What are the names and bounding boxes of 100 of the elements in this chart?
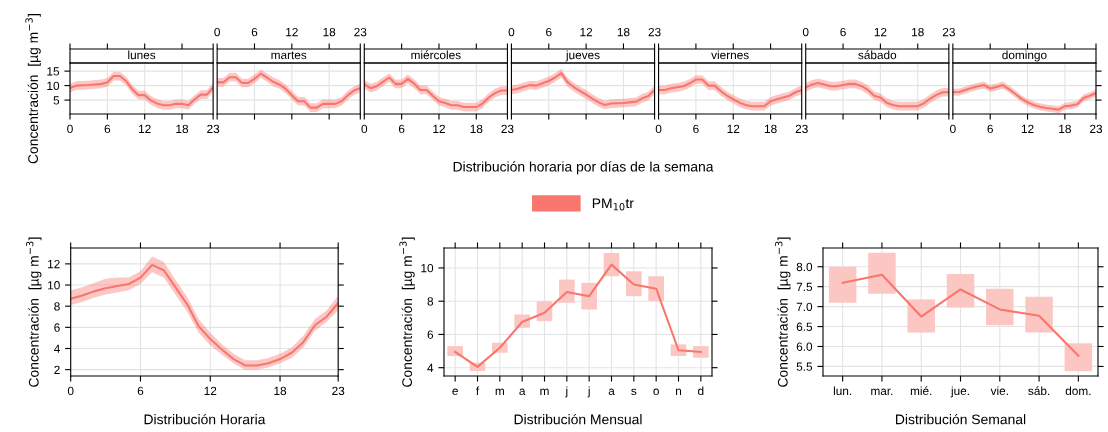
x-tick-label: m — [495, 388, 504, 395]
chart-title: sábado — [858, 50, 897, 60]
y-tick-label: 7.5 — [796, 282, 813, 292]
y-tick-label: 4 — [427, 363, 434, 372]
x-axis-title: Distribución horaria por días de la semana — [453, 161, 714, 175]
x-tick-label: 23 — [207, 124, 220, 134]
chart-title: martes — [271, 51, 307, 60]
x-tick-label: mié. — [910, 386, 932, 396]
y-tick-label: 10 — [47, 81, 60, 90]
y-tick-label: 2 — [54, 365, 60, 374]
x-tick-label: 23 — [332, 386, 345, 396]
y-tick-label: 10 — [421, 263, 434, 273]
bar — [986, 288, 1014, 326]
x2-tick-label: 6 — [546, 27, 552, 37]
x2-tick-label: 23 — [354, 27, 367, 37]
y-tick-label: 8.0 — [796, 262, 813, 272]
bar — [1025, 296, 1053, 333]
x-tick-label: f — [476, 386, 480, 395]
y-tick-label: 4 — [53, 344, 60, 353]
x-tick-label: 0 — [361, 124, 368, 134]
x-tick-label: 23 — [795, 124, 808, 134]
x-tick-label: e — [452, 388, 458, 396]
x-tick-label: 6 — [137, 386, 144, 396]
y-tick-label: 6 — [54, 323, 60, 332]
x-tick-label: 12 — [1021, 124, 1034, 133]
legend-label: PM$_{10}$tr — [592, 198, 634, 211]
y-tick-label: 15 — [47, 67, 60, 76]
x-axis-title: Distribución Mensual — [514, 413, 642, 425]
bar — [828, 266, 857, 303]
bar — [1064, 343, 1093, 372]
x-tick-label: 23 — [1090, 124, 1103, 134]
x-tick-label: d — [698, 386, 704, 396]
chart-title: lunes — [128, 50, 156, 60]
x-tick-label: o — [653, 388, 659, 396]
x-tick-label: vie. — [990, 386, 1008, 396]
x2-tick-label: 23 — [942, 27, 955, 37]
y-tick-label: 7.0 — [796, 302, 813, 312]
bar — [907, 299, 935, 333]
bar — [693, 346, 709, 358]
x-tick-label: dom. — [1065, 386, 1091, 396]
x2-tick-label: 12 — [874, 27, 887, 37]
x2-tick-label: 12 — [580, 27, 593, 37]
x-tick-label: j — [565, 386, 568, 398]
x2-tick-label: 18 — [617, 27, 630, 37]
y-tick-label: 6.5 — [796, 322, 813, 331]
x-tick-label: 18 — [274, 386, 287, 396]
y-axis-title: Concentración [µg m$^{−3}$] — [25, 14, 41, 164]
bar — [447, 346, 463, 357]
x-tick-label: sáb. — [1028, 386, 1050, 396]
line-series — [841, 273, 1080, 357]
x-tick-label: 6 — [398, 124, 405, 134]
y-tick-label: 6 — [427, 330, 434, 339]
x-tick-label: 6 — [693, 124, 699, 134]
x-tick-label: a — [608, 388, 615, 396]
x-tick-label: 0 — [655, 124, 662, 134]
x-tick-label: 23 — [501, 124, 514, 134]
x-tick-label: 6 — [987, 124, 993, 134]
x-tick-label: 0 — [67, 386, 74, 396]
y-tick-label: 8 — [54, 302, 60, 311]
x-tick-label: 18 — [470, 124, 483, 134]
line-series — [454, 263, 702, 368]
x2-tick-label: 6 — [840, 27, 846, 37]
x2-tick-label: 18 — [912, 27, 924, 37]
y-tick-label: 8 — [427, 297, 434, 306]
x2-tick-label: 6 — [251, 27, 258, 37]
x-axis-title: Distribución Horaria — [144, 413, 266, 425]
x-tick-label: s — [631, 388, 637, 396]
x-tick-label: 0 — [950, 124, 956, 134]
x2-tick-label: 0 — [802, 27, 809, 37]
y-axis-title: Concentración [µg m$^{−3}$] — [26, 237, 42, 387]
x2-tick-label: 12 — [286, 27, 298, 37]
bar — [868, 252, 896, 294]
bar — [626, 271, 642, 297]
chart-title: viernes — [711, 50, 749, 60]
x2-tick-label: 0 — [508, 27, 515, 37]
x2-tick-label: 18 — [323, 27, 336, 37]
y-axis-title: Concentración [µg m$^{−3}$] — [775, 237, 791, 387]
y-tick-label: 5.5 — [796, 362, 813, 371]
x-tick-label: 0 — [67, 124, 73, 134]
x-tick-label: 12 — [139, 124, 151, 133]
x-tick-label: mar. — [871, 388, 893, 396]
x-tick-label: 6 — [104, 124, 111, 134]
x-tick-label: 18 — [764, 124, 777, 134]
chart-title: jueves — [565, 50, 600, 62]
y-tick-label: 6.0 — [796, 342, 813, 351]
x-tick-label: n — [676, 388, 682, 395]
x-axis-title: Distribución Semanal — [896, 413, 1026, 425]
x-tick-label: 12 — [433, 124, 445, 133]
chart-title: miércoles — [411, 50, 461, 60]
y-tick-label: 5 — [53, 96, 60, 105]
x-tick-label: j — [587, 386, 590, 398]
y-tick-label: 10 — [48, 281, 60, 290]
x-tick-label: 12 — [727, 124, 740, 133]
x-tick-label: lun. — [833, 386, 852, 396]
y-axis-title: Concentración [µg m$^{−3}$] — [399, 237, 415, 387]
x-tick-label: 12 — [204, 386, 217, 395]
x2-tick-label: 0 — [214, 27, 220, 37]
y-tick-label: 12 — [48, 259, 60, 269]
chart-title: domingo — [1002, 50, 1047, 62]
x-tick-label: a — [519, 388, 526, 396]
